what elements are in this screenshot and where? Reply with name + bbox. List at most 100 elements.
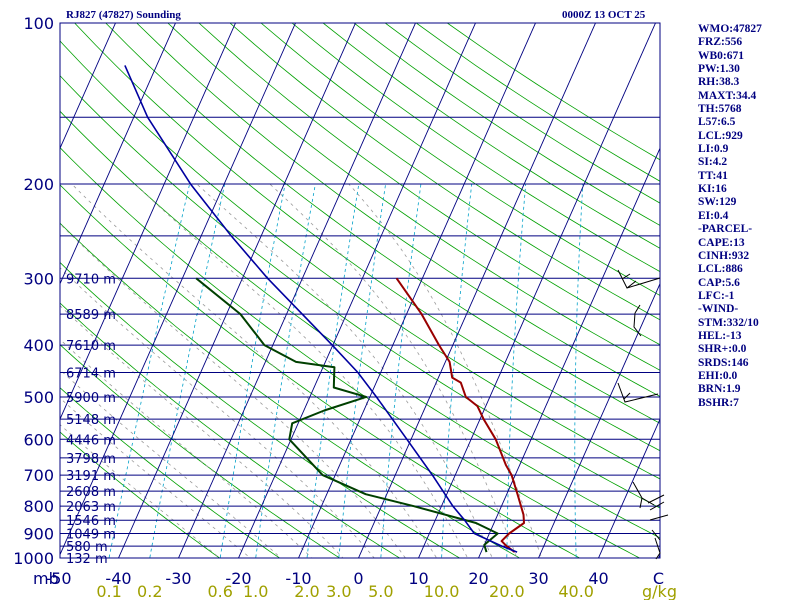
height-label: 1546 m <box>66 514 116 529</box>
moist-adiabat <box>348 183 543 558</box>
temperature-profile <box>395 277 525 553</box>
index-item: TT:41 <box>698 169 728 182</box>
dry-adiabat <box>60 431 221 558</box>
index-item: LFC:-1 <box>698 289 735 302</box>
index-item: KI:16 <box>698 183 727 196</box>
height-label: 5148 m <box>66 413 116 428</box>
height-label: 5900 m <box>66 391 116 406</box>
isotherm <box>358 23 596 558</box>
station-title: RJ827 (47827) Sounding <box>66 9 181 21</box>
temperature-tick-label: 40 <box>588 569 608 588</box>
index-item: SW:129 <box>698 196 737 209</box>
wind-barb <box>617 269 661 289</box>
temperature-tick-label: -30 <box>165 569 191 588</box>
mixing-ratio-line <box>306 184 360 558</box>
temperature-tick-label: -40 <box>105 569 131 588</box>
temperature-tick-label: C <box>653 569 664 588</box>
dry-adiabat <box>60 110 660 539</box>
grid-layer <box>0 0 660 580</box>
moist-adiabat <box>60 305 344 558</box>
isotherm <box>478 147 660 558</box>
height-label: 132 m <box>66 552 108 567</box>
mixing-ratio-tick-label: 20.0 <box>489 582 525 600</box>
wind-barb <box>647 494 669 541</box>
index-item: FRZ:556 <box>698 36 743 49</box>
isotherm <box>0 0 6 580</box>
dry-adiabat <box>136 23 660 397</box>
dry-adiabat <box>198 23 660 346</box>
pressure-tick-label: 800 <box>23 497 54 516</box>
dry-adiabat <box>291 23 660 273</box>
mixing-ratio-line <box>338 184 386 558</box>
index-item: MAXT:34.4 <box>698 89 757 102</box>
pressure-unit-label: mb <box>33 569 59 588</box>
virtual-temperature-profile <box>124 65 518 553</box>
isotherm <box>298 23 536 558</box>
mixing-ratio-tick-label: 1.0 <box>243 582 268 600</box>
dry-adiabat <box>60 387 281 558</box>
index-item: EHI:0.0 <box>698 369 738 382</box>
height-label: 2063 m <box>66 500 116 515</box>
temperature-tick-label: 20 <box>468 569 488 588</box>
index-item: -WIND- <box>698 303 739 316</box>
mixing-ratio-tick-label: 5.0 <box>368 582 393 600</box>
wind-barb <box>617 382 659 403</box>
dry-adiabat <box>60 302 401 558</box>
index-item: CINH:932 <box>698 249 750 262</box>
index-item: TH:5768 <box>698 103 742 116</box>
mixing-ratio-tick-label: 40.0 <box>558 582 594 600</box>
index-item: -PARCEL- <box>698 223 753 236</box>
wind-barb <box>632 481 655 509</box>
temperature-tick-label: -20 <box>225 569 251 588</box>
index-item: SI:4.2 <box>698 156 728 169</box>
wind-barb <box>633 304 642 337</box>
temperature-tick-label: -50 <box>45 569 71 588</box>
height-label: 7610 m <box>66 339 116 354</box>
index-item: LI:0.9 <box>698 143 729 156</box>
dewpoint-profile <box>195 277 499 553</box>
index-item: BSHR:7 <box>698 396 739 409</box>
stability-indices-list: WMO:47827 FRZ:556 WB0:671 PW:1.30 RH:38.3 MAX… <box>698 23 762 410</box>
index-item: STM:332/10 <box>698 316 759 329</box>
dry-adiabat <box>60 184 581 558</box>
dry-adiabat <box>322 23 660 249</box>
pressure-tick-label: 600 <box>23 430 54 449</box>
index-item: LCL:886 <box>698 263 743 276</box>
isotherm <box>60 23 116 150</box>
index-item: WMO:47827 <box>698 23 762 35</box>
height-label: 3191 m <box>66 469 116 484</box>
index-item: L57:6.5 <box>698 116 736 129</box>
pressure-tick-label: 300 <box>23 269 54 288</box>
moist-adiabat <box>60 424 221 558</box>
height-label: 1049 m <box>66 528 116 543</box>
index-item: PW:1.30 <box>698 63 740 76</box>
dry-adiabat <box>74 23 660 452</box>
dry-adiabat <box>105 23 660 424</box>
index-item: BRN:1.9 <box>698 383 741 396</box>
height-label: 6714 m <box>66 366 116 381</box>
moist-adiabat <box>71 183 438 558</box>
index-item: LCL:929 <box>698 129 743 142</box>
mixing-ratio-line <box>149 184 226 558</box>
pressure-tick-label: 1000 <box>13 549 54 568</box>
mixing-ratio-line <box>219 184 286 558</box>
mixing-ratio-line <box>441 184 473 558</box>
moist-adiabat <box>134 183 469 558</box>
isotherm <box>118 23 356 558</box>
moist-adiabat <box>196 183 493 558</box>
pressure-tick-label: 200 <box>23 175 54 194</box>
dry-adiabat <box>60 261 461 558</box>
index-item: SRDS:146 <box>698 356 749 369</box>
height-label: 580 m <box>66 540 108 555</box>
isotherm <box>538 282 660 558</box>
index-item: CAP:5.6 <box>698 276 740 289</box>
isotherm <box>60 23 236 421</box>
index-item: WB0:671 <box>698 49 744 62</box>
mixing-ratio-line <box>255 184 316 558</box>
dry-adiabat <box>60 344 341 558</box>
dry-adiabat <box>229 23 660 321</box>
sounding-time: 0000Z 13 OCT 25 <box>562 9 646 21</box>
temperature-tick-label: 10 <box>408 569 428 588</box>
dry-adiabat <box>260 23 660 296</box>
moist-adiabat <box>60 267 375 558</box>
